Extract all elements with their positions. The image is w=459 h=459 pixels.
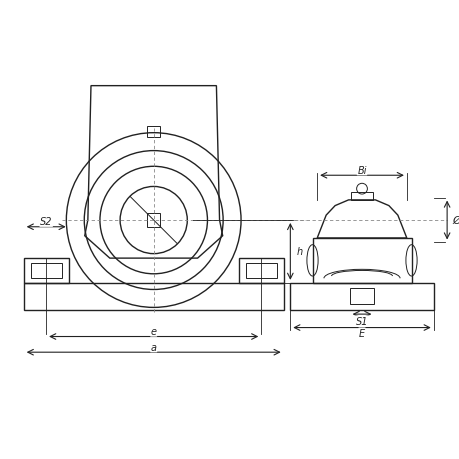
- Text: h: h: [297, 247, 302, 257]
- Bar: [312, 238, 411, 283]
- Bar: [24, 258, 68, 283]
- Bar: [24, 283, 283, 310]
- Text: e: e: [151, 326, 157, 336]
- Bar: [238, 258, 283, 283]
- Text: a: a: [151, 342, 157, 352]
- Bar: [350, 192, 372, 201]
- Text: Ø: Ø: [452, 216, 459, 225]
- Bar: [290, 283, 433, 310]
- Text: S2: S2: [40, 217, 52, 227]
- Bar: [349, 289, 374, 304]
- Bar: [30, 263, 62, 279]
- Bar: [245, 263, 276, 279]
- Text: E: E: [358, 328, 364, 338]
- Text: S1: S1: [355, 316, 368, 326]
- Text: Bi: Bi: [357, 166, 366, 175]
- Bar: [147, 127, 160, 138]
- Bar: [147, 214, 160, 227]
